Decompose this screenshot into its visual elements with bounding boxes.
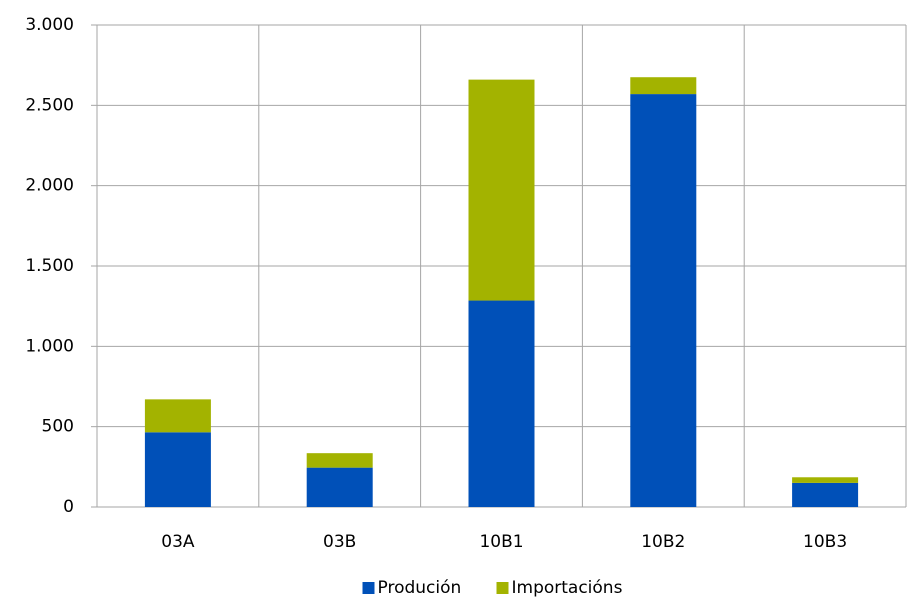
bar-segment: [144, 432, 211, 507]
x-tick-label: 03A: [161, 532, 195, 552]
y-tick-label: 1.000: [25, 336, 74, 356]
x-tick-label: 10B3: [803, 532, 847, 552]
legend-swatch: [496, 582, 509, 594]
legend-label: Produción: [378, 578, 462, 598]
bar-segment: [468, 300, 535, 507]
y-tick-label: 3.000: [25, 15, 74, 35]
bar-segment: [306, 453, 373, 468]
y-tick-label: 500: [42, 417, 74, 437]
bar-segment: [306, 467, 373, 507]
y-tick-label: 2.500: [25, 95, 74, 115]
bar-segment: [144, 399, 211, 433]
bar-segment: [792, 482, 859, 507]
x-tick-label: 10B1: [479, 532, 523, 552]
legend-swatch: [362, 582, 375, 594]
y-tick-label: 2.000: [25, 176, 74, 196]
y-tick-label: 0: [63, 497, 74, 517]
legend-label: Importacións: [512, 578, 623, 598]
bar-segment: [468, 79, 535, 301]
x-tick-label: 10B2: [641, 532, 685, 552]
bar-segment: [630, 77, 697, 95]
bar-segment: [792, 477, 859, 483]
bar-segment: [630, 94, 697, 507]
y-tick-label: 1.500: [25, 256, 74, 276]
x-tick-label: 03B: [323, 532, 356, 552]
